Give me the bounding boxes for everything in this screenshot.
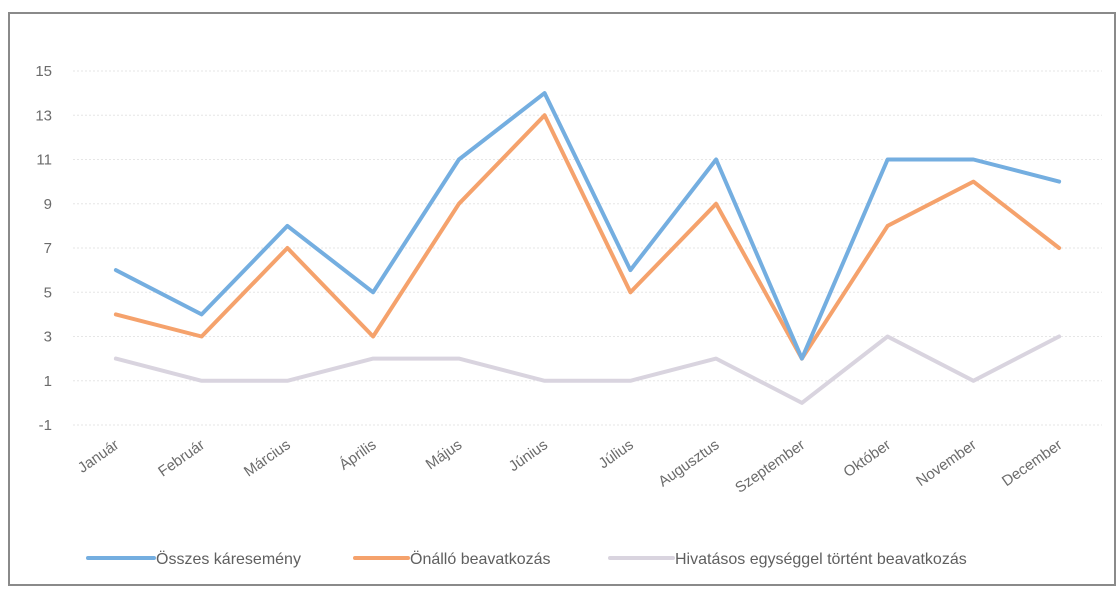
x-tick-label: November bbox=[913, 436, 979, 490]
legend-label: Önálló beavatkozás bbox=[410, 550, 551, 568]
y-tick-label: 11 bbox=[36, 152, 52, 169]
chart-frame: -1 1 3 5 7 9 11 13 15 Január Február Március Áprili… bbox=[8, 12, 1116, 586]
x-tick-label: Április bbox=[336, 436, 379, 473]
y-tick-label: 7 bbox=[44, 240, 52, 257]
x-axis-ticks: Január Február Március Április Május Június Jú… bbox=[75, 436, 1066, 496]
series-line bbox=[113, 113, 1062, 361]
x-tick-label: Február bbox=[155, 436, 208, 480]
series-line bbox=[113, 334, 1062, 405]
x-tick-label: Május bbox=[423, 436, 466, 473]
y-tick-label: 1 bbox=[44, 373, 52, 390]
y-tick-label: -1 bbox=[39, 417, 52, 434]
x-tick-label: Szeptember bbox=[732, 436, 808, 496]
x-tick-label: Január bbox=[75, 436, 122, 476]
x-tick-label: Március bbox=[241, 436, 294, 480]
series-lines bbox=[113, 91, 1062, 405]
legend-label: Összes káresemény bbox=[156, 550, 301, 568]
y-tick-label: 13 bbox=[35, 107, 52, 124]
legend: Összes káresemény Önálló beavatkozás Hivat… bbox=[86, 550, 967, 568]
legend-label: Hivatásos egységgel történt beavatkozás bbox=[675, 551, 967, 568]
x-tick-label: December bbox=[999, 436, 1065, 490]
series-line bbox=[113, 91, 1062, 361]
x-tick-label: Július bbox=[595, 436, 636, 472]
gridlines bbox=[73, 70, 1102, 426]
y-tick-label: 9 bbox=[44, 196, 52, 213]
x-tick-label: Augusztus bbox=[655, 436, 722, 490]
x-tick-label: Október bbox=[840, 436, 893, 481]
y-tick-label: 5 bbox=[44, 284, 52, 301]
y-tick-label: 15 bbox=[35, 63, 52, 80]
x-tick-label: Június bbox=[506, 436, 551, 475]
y-tick-label: 3 bbox=[44, 329, 52, 346]
